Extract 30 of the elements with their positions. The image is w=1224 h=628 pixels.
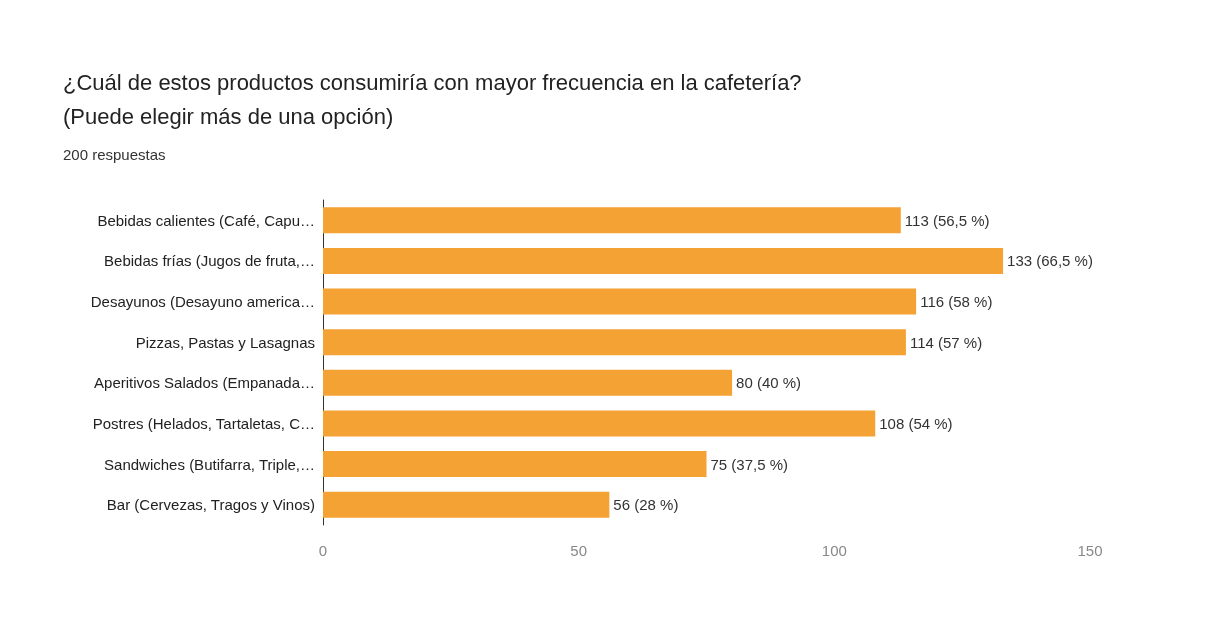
data-label: 56 (28 %) [613,496,679,514]
y-tick-label: Bebidas frías (Jugos de fruta,… [104,252,315,270]
data-label: 114 (57 %) [909,333,983,351]
x-tick-label: 0 [318,542,328,559]
data-label: 113 (56,5 %) [904,211,990,229]
bar [323,369,733,396]
y-tick-label: Desayunos (Desayuno america… [90,293,315,311]
bar [323,451,707,478]
bar [323,207,901,234]
data-label: 80 (40 %) [736,374,802,392]
y-tick-label: Sandwiches (Butifarra, Triple,… [104,455,315,473]
text: 200 respuestas [63,146,166,163]
x-tick-label: 150 [1077,542,1103,559]
data-label: 133 (66,5 %) [1007,252,1093,270]
x-tick-label: 50 [570,542,588,559]
bar [323,288,917,315]
bar [323,247,1004,274]
data-label: 75 (37,5 %) [710,455,789,473]
bar [323,410,876,437]
y-tick-label: Aperitivos Salados (Empanada… [94,374,315,392]
bar [323,329,906,356]
y-tick-label: Pizzas, Pastas y Lasagnas [135,333,315,351]
data-label: 116 (58 %) [920,293,993,311]
y-tick-label: Postres (Helados, Tartaletas, C… [92,414,315,432]
y-tick-label: Bar (Cervezas, Tragos y Vinos) [106,496,315,514]
x-tick-label: 100 [821,542,847,559]
y-tick-label: Bebidas calientes (Café, Capu… [97,211,315,229]
data-label: 108 (54 %) [879,414,953,432]
bar [323,491,610,518]
chart-title: ¿Cuál de estos productos consumiría con mayor frecuencia en la cafetería? (Puede elegir más de una opción) [63,69,802,129]
